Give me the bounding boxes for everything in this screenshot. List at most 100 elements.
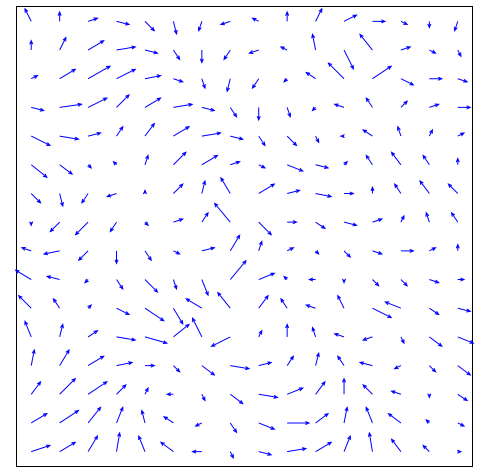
arrow [342, 278, 347, 284]
arrow [343, 406, 349, 424]
arrow [220, 176, 231, 194]
arrow [362, 383, 373, 395]
arrow [343, 14, 358, 22]
arrow [173, 102, 194, 108]
arrow [201, 131, 222, 137]
arrow [144, 307, 165, 322]
arrow [144, 221, 150, 227]
arrow [87, 406, 102, 424]
arrow [87, 17, 99, 22]
arrow [396, 125, 402, 137]
arrow [59, 164, 74, 175]
arrow [201, 246, 216, 252]
arrow [429, 103, 440, 108]
arrow [372, 279, 380, 287]
arrow [144, 154, 149, 165]
arrow [173, 365, 181, 373]
arrow [49, 221, 61, 233]
arrow [287, 189, 301, 194]
arrow [116, 45, 137, 51]
arrow [87, 434, 99, 452]
arrow [455, 157, 460, 165]
arrow [315, 380, 326, 395]
arrow [144, 97, 162, 108]
arrow [311, 106, 317, 112]
arrow [173, 183, 184, 194]
arrow [173, 250, 181, 255]
arrow [201, 394, 206, 402]
arrow [87, 329, 99, 338]
arrow [87, 131, 102, 137]
arrow [429, 49, 437, 54]
arrow [344, 191, 355, 196]
arrow [455, 243, 460, 251]
arrow [457, 449, 463, 454]
arrow [457, 336, 475, 344]
arrow [24, 7, 32, 22]
arrow [29, 39, 34, 51]
arrow [57, 10, 62, 22]
arrow [343, 49, 354, 70]
plot-frame [16, 6, 473, 467]
arrow [286, 107, 292, 119]
arrow [327, 62, 345, 80]
arrow [384, 301, 402, 309]
arrow [400, 20, 409, 26]
arrow [31, 106, 45, 112]
arrow [429, 247, 437, 252]
arrow [365, 96, 373, 108]
arrow [343, 221, 358, 227]
arrow [258, 135, 266, 147]
arrow [367, 431, 373, 452]
arrow [162, 415, 174, 424]
arrow [138, 434, 146, 452]
arrow [372, 65, 393, 80]
arrow [362, 129, 373, 137]
arrow [201, 106, 216, 112]
arrow [59, 323, 64, 338]
arrow [287, 420, 311, 425]
arrow [258, 272, 276, 280]
arrow [29, 221, 34, 227]
arrow [400, 78, 415, 86]
arrow [311, 33, 317, 51]
arrow [387, 412, 402, 424]
arrow [226, 78, 231, 93]
arrow [429, 279, 440, 284]
arrow [210, 336, 231, 347]
arrow [315, 7, 323, 22]
arrow [30, 380, 42, 395]
arrow [31, 444, 52, 453]
arrow [201, 179, 207, 194]
arrow [457, 365, 472, 376]
arrow [337, 294, 345, 309]
arrow [230, 135, 245, 141]
arrow [30, 193, 42, 204]
arrow [59, 135, 80, 141]
arrow [450, 211, 459, 223]
arrow [372, 307, 393, 319]
arrow [144, 122, 156, 137]
arrow [447, 183, 459, 194]
arrow [358, 361, 373, 367]
arrow [109, 221, 117, 233]
arrow [87, 97, 109, 108]
arrow [87, 65, 112, 80]
arrow [390, 390, 402, 395]
arrow [390, 151, 402, 166]
arrow [315, 164, 330, 170]
arrow [457, 105, 472, 110]
arrow [116, 20, 131, 26]
arrow [308, 277, 316, 282]
arrow [365, 406, 373, 424]
arrow [30, 135, 52, 147]
arrow [251, 78, 260, 90]
arrow [144, 20, 156, 32]
arrow [258, 164, 267, 169]
arrow [201, 279, 209, 297]
arrow [427, 21, 432, 29]
arrow [172, 279, 178, 291]
arrow [283, 77, 288, 83]
arrow [229, 393, 244, 405]
arrow [229, 422, 238, 434]
